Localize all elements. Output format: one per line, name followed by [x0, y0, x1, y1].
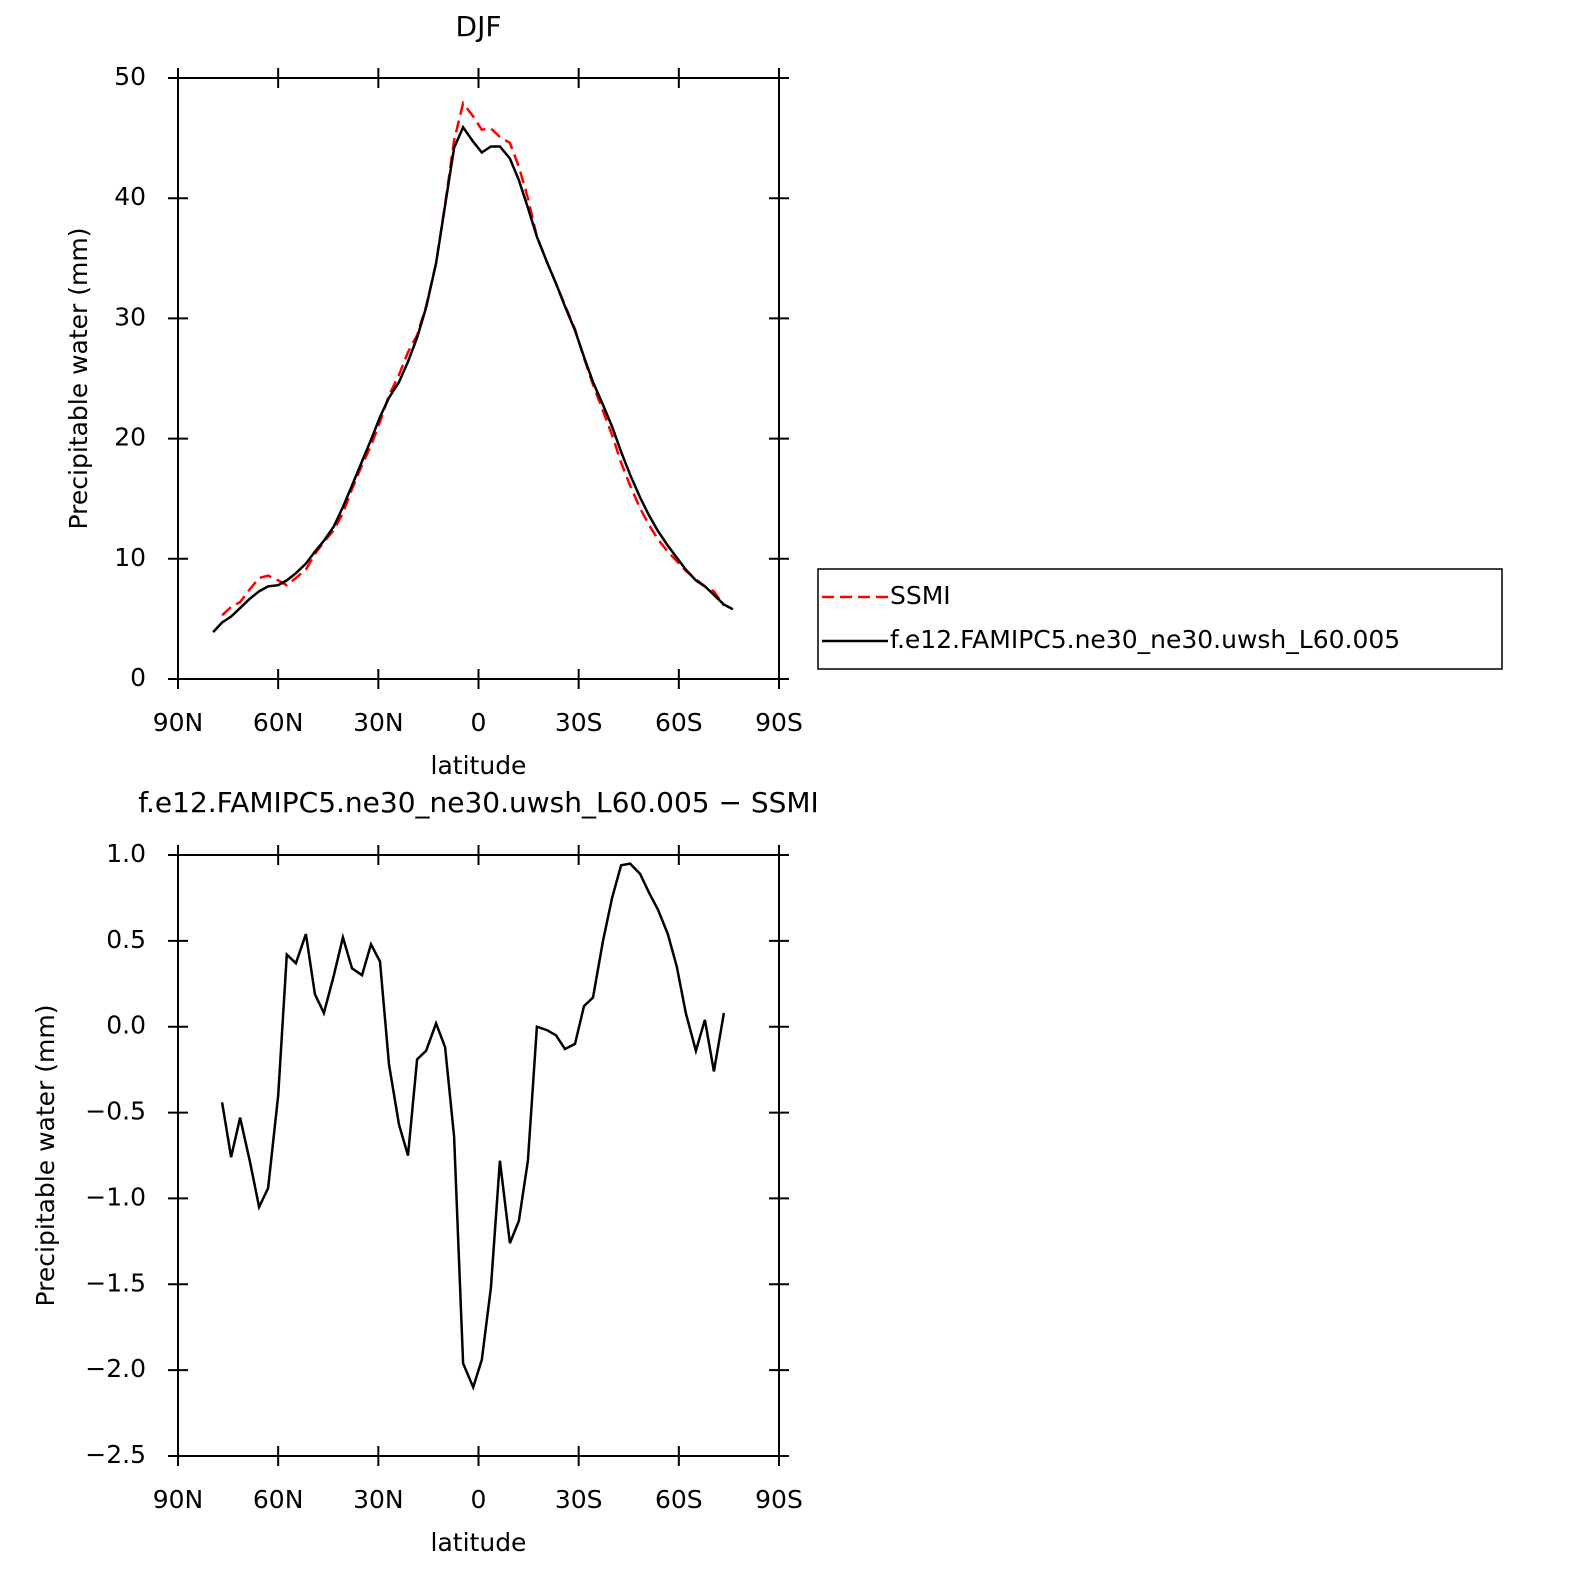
plot-frame: [177, 854, 780, 1457]
y-tick-label: −0.5: [85, 1097, 146, 1126]
y-tick-label: −1.0: [85, 1182, 146, 1211]
chart-title: f.e12.FAMIPC5.ne30_ne30.uwsh_L60.005 − S…: [138, 786, 819, 819]
data-line: [212, 124, 734, 633]
y-tick-label: 40: [114, 182, 146, 211]
x-axis-label: latitude: [431, 1528, 527, 1557]
x-tick-label: 90S: [755, 708, 803, 737]
x-tick-label: 90S: [755, 1485, 803, 1514]
x-tick-label: 30N: [353, 1485, 404, 1514]
x-tick-label: 30S: [555, 1485, 603, 1514]
legend-label: SSMI: [890, 581, 951, 610]
y-tick-label: 0.0: [106, 1011, 146, 1040]
y-axis-label: Precipitable water (mm): [64, 228, 93, 530]
x-tick-label: 90N: [153, 708, 204, 737]
y-tick-label: −2.0: [85, 1354, 146, 1383]
x-tick-label: 60N: [253, 708, 304, 737]
data-line: [220, 862, 726, 1391]
x-axis-label: latitude: [431, 751, 527, 780]
legend-box: [817, 568, 1503, 670]
y-tick-label: 50: [114, 62, 146, 91]
legend-label: f.e12.FAMIPC5.ne30_ne30.uwsh_L60.005: [890, 625, 1400, 654]
y-tick-label: 10: [114, 543, 146, 572]
y-tick-label: −2.5: [85, 1440, 146, 1469]
y-tick-label: 20: [114, 423, 146, 452]
data-line: [221, 100, 725, 617]
x-tick-label: 0: [471, 708, 487, 737]
y-tick-label: 0: [130, 663, 146, 692]
x-tick-label: 60S: [655, 708, 703, 737]
y-tick-label: −1.5: [85, 1268, 146, 1297]
x-tick-label: 0: [471, 1485, 487, 1514]
y-axis-label: Precipitable water (mm): [31, 1005, 60, 1307]
chart-title: DJF: [456, 10, 502, 43]
x-tick-label: 30S: [555, 708, 603, 737]
y-tick-label: 1.0: [106, 839, 146, 868]
plot-frame: [177, 77, 780, 680]
x-tick-label: 60N: [253, 1485, 304, 1514]
x-tick-label: 90N: [153, 1485, 204, 1514]
y-tick-label: 0.5: [106, 925, 146, 954]
y-tick-label: 30: [114, 302, 146, 331]
x-tick-label: 30N: [353, 708, 404, 737]
x-tick-label: 60S: [655, 1485, 703, 1514]
